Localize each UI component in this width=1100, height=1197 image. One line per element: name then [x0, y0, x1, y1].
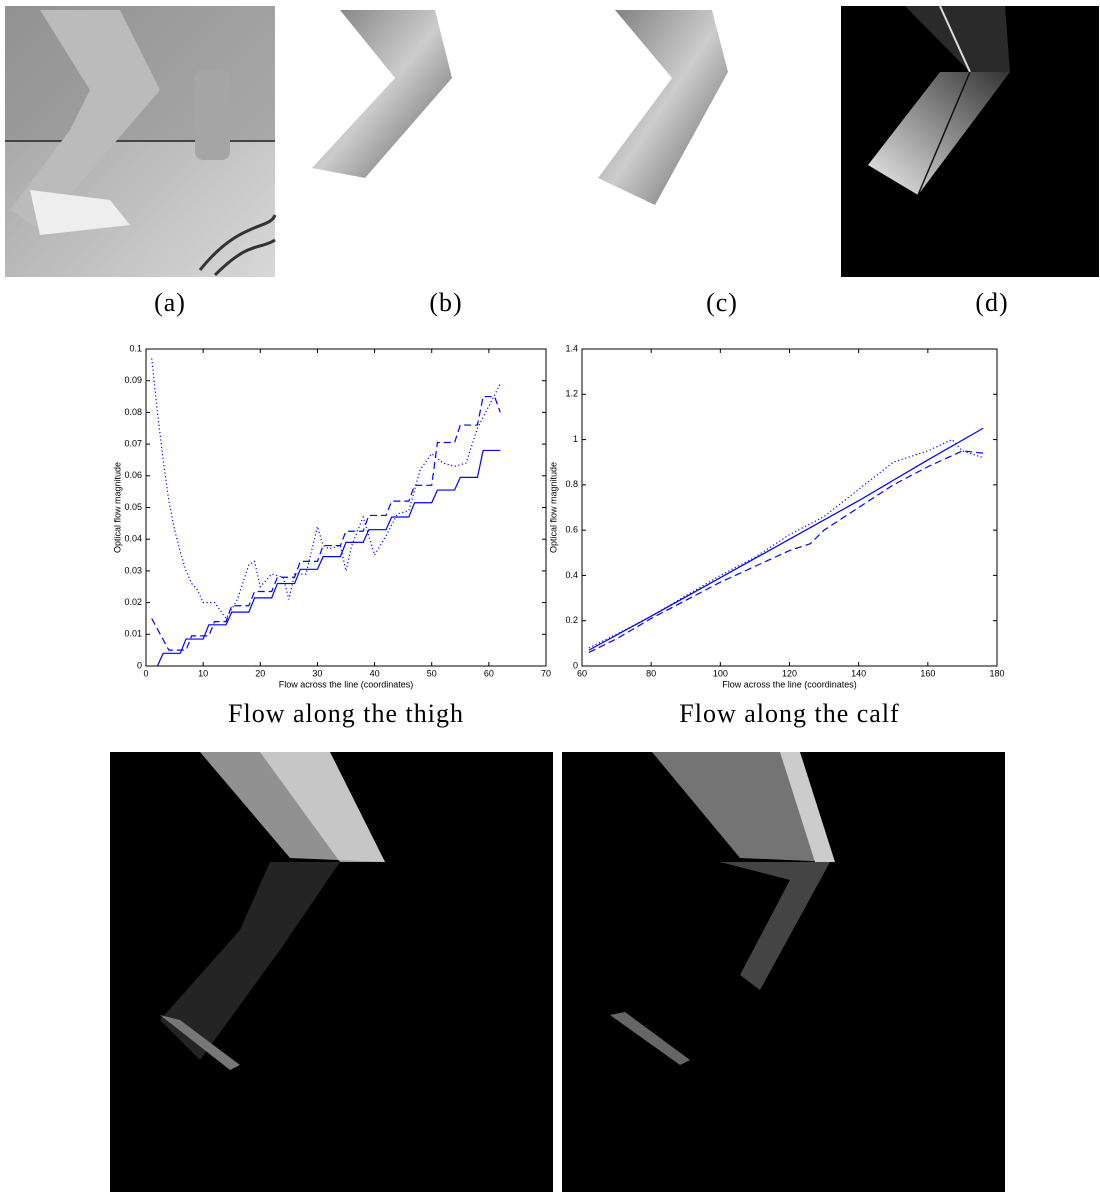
x-axis-label: Flow across the line (coordinates): [722, 679, 857, 689]
x-tick-label: 50: [427, 668, 437, 678]
y-tick-label: 0.01: [124, 629, 142, 639]
y-tick-label: 0.04: [124, 534, 142, 544]
data-line: [151, 395, 501, 651]
warped-leg-c: [598, 10, 728, 205]
data-line: [151, 358, 501, 620]
x-tick-label: 160: [920, 668, 935, 678]
y-tick-label: 0.2: [565, 615, 578, 625]
x-tick-label: 60: [484, 668, 494, 678]
data-line: [156, 449, 501, 667]
x-tick-label: 30: [312, 668, 322, 678]
y-tick-label: 0: [137, 660, 142, 670]
y-tick-label: 0.03: [124, 565, 142, 575]
y-tick-label: 0.6: [565, 525, 578, 535]
panel-label: (d): [975, 288, 1008, 317]
depth-map-d: [841, 5, 1099, 277]
panel-label: (a): [154, 288, 186, 317]
y-axis-label: Optical flow magnitude: [548, 462, 558, 553]
y-tick-label: 0.07: [124, 438, 142, 448]
x-tick-label: 20: [255, 668, 265, 678]
plot-frame: [581, 348, 998, 667]
data-line: [588, 427, 984, 651]
data-line: [588, 450, 984, 653]
flow-image-right: [562, 752, 1005, 1192]
warped-leg-b: [312, 10, 452, 178]
x-tick-label: 40: [370, 668, 380, 678]
y-tick-label: 0.1: [129, 343, 142, 353]
y-tick-label: 0.06: [124, 470, 142, 480]
x-axis-label: Flow across the line (coordinates): [279, 679, 414, 689]
panel-label: (c): [706, 288, 738, 317]
y-tick-label: 1: [573, 434, 578, 444]
data-line: [588, 438, 984, 649]
y-tick-label: 1.2: [565, 389, 578, 399]
chart-title: Flow along the thigh: [228, 699, 464, 728]
x-tick-label: 120: [782, 668, 797, 678]
y-tick-label: 0.09: [124, 375, 142, 385]
panel-label: (b): [429, 288, 462, 317]
x-tick-label: 0: [143, 668, 148, 678]
photo-a: [5, 6, 277, 277]
y-tick-label: 0.08: [124, 407, 142, 417]
x-tick-label: 180: [989, 668, 1004, 678]
y-tick-label: 0.05: [124, 502, 142, 512]
y-tick-label: 0.4: [565, 570, 578, 580]
x-tick-label: 60: [577, 668, 587, 678]
y-axis-label: Optical flow magnitude: [112, 462, 122, 553]
x-tick-label: 80: [646, 668, 656, 678]
chart-title: Flow along the calf: [679, 699, 899, 728]
flow-image-left: [110, 752, 553, 1192]
y-tick-label: 0.02: [124, 597, 142, 607]
y-tick-label: 0: [573, 660, 578, 670]
x-tick-label: 100: [713, 668, 728, 678]
x-tick-label: 70: [541, 668, 551, 678]
x-tick-label: 10: [198, 668, 208, 678]
x-tick-label: 140: [851, 668, 866, 678]
y-tick-label: 1.4: [565, 343, 578, 353]
y-tick-label: 0.8: [565, 479, 578, 489]
